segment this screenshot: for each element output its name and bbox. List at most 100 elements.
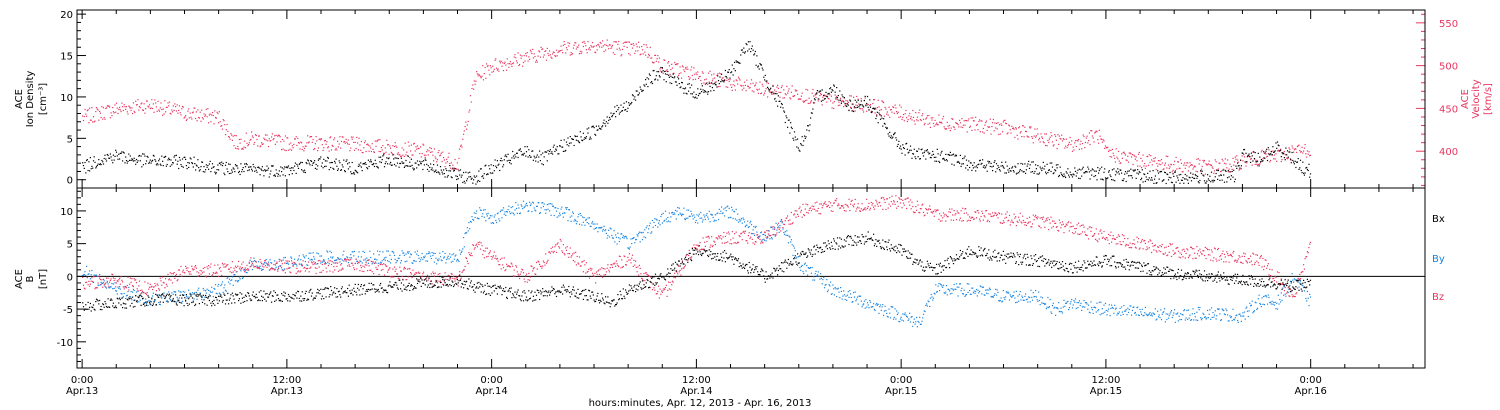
velocity-point-1321 <box>1096 131 1098 133</box>
density-point-1098 <box>925 158 927 160</box>
density-point-1555 <box>1276 147 1278 149</box>
density-point-611 <box>551 151 553 153</box>
velocity-point-980 <box>834 94 836 96</box>
by-point-1470 <box>1210 307 1213 309</box>
by-point-1572 <box>1289 284 1291 287</box>
by-point-753 <box>660 215 662 218</box>
velocity-point-587 <box>532 57 534 59</box>
velocity-point-1172 <box>982 131 984 133</box>
velocity-point-691 <box>612 52 614 54</box>
velocity-point-429 <box>411 154 413 156</box>
density-point-1080 <box>911 157 913 159</box>
velocity-point-1223 <box>1021 136 1023 138</box>
by-point-142 <box>191 293 193 295</box>
velocity-point-755 <box>661 67 663 70</box>
density-point-1243 <box>1036 173 1038 175</box>
by-point-976 <box>831 293 833 295</box>
density-point-605 <box>546 160 548 162</box>
velocity-point-51 <box>121 102 123 104</box>
velocity-point-797 <box>694 73 696 75</box>
density-point-294 <box>307 160 310 162</box>
density-point-249 <box>273 175 275 177</box>
by-point-479 <box>449 256 452 258</box>
density-point-1116 <box>939 161 941 164</box>
density-point-334 <box>338 160 340 162</box>
density-point-1236 <box>1031 161 1033 163</box>
density-point-916 <box>785 115 787 117</box>
velocity-axis-title-line1: ACE <box>1460 89 1471 109</box>
velocity-point-383 <box>376 140 378 142</box>
velocity-point-1527 <box>1254 163 1256 165</box>
by-point-993 <box>844 298 846 301</box>
density-point-1363 <box>1128 170 1130 172</box>
density-point-633 <box>568 145 570 147</box>
density-point-367 <box>363 163 366 165</box>
density-point-1511 <box>1242 152 1244 154</box>
by-point-1096 <box>923 310 925 312</box>
density-point-348 <box>349 166 351 168</box>
velocity-point-1290 <box>1072 146 1074 148</box>
velocity-point-966 <box>823 94 826 96</box>
velocity-point-284 <box>300 141 302 143</box>
by-point-440 <box>420 259 422 261</box>
velocity-point-598 <box>541 48 543 50</box>
velocity-point-1465 <box>1207 164 1209 166</box>
by-point-258 <box>280 265 282 267</box>
by-point-1073 <box>906 315 908 317</box>
velocity-point-353 <box>353 141 355 143</box>
density-point-704 <box>622 106 624 108</box>
density-point-889 <box>764 74 766 76</box>
velocity-point-196 <box>232 135 234 137</box>
density-point-517 <box>479 180 481 182</box>
bz-point-124 <box>177 279 179 281</box>
by-point-949 <box>810 272 812 274</box>
density-point-384 <box>377 166 379 168</box>
density-point-1043 <box>883 118 885 120</box>
by-point-1374 <box>1137 306 1139 308</box>
by-point-1243 <box>1036 299 1038 301</box>
velocity-point-745 <box>654 54 656 56</box>
density-point-16 <box>94 161 96 163</box>
density-point-540 <box>496 160 498 162</box>
by-point-1283 <box>1067 300 1069 302</box>
density-point-797 <box>694 97 696 99</box>
density-point-65 <box>132 159 134 161</box>
density-point-1178 <box>986 170 988 172</box>
density-point-1445 <box>1191 176 1193 178</box>
by-point-346 <box>347 262 349 264</box>
velocity-point-356 <box>355 147 357 150</box>
velocity-point-483 <box>453 168 455 170</box>
by-point-28 <box>103 280 105 282</box>
density-point-354 <box>353 173 356 175</box>
by-point-517 <box>479 207 481 209</box>
by-point-1418 <box>1170 310 1173 312</box>
velocity-point-711 <box>628 53 630 55</box>
velocity-point-1436 <box>1184 167 1186 169</box>
density-point-371 <box>367 168 369 170</box>
density-point-253 <box>276 172 278 174</box>
density-point-128 <box>180 164 182 166</box>
velocity-point-1557 <box>1277 149 1279 151</box>
density-point-76 <box>140 155 142 157</box>
velocity-point-969 <box>826 101 828 103</box>
by-point-626 <box>562 216 564 218</box>
by-point-98 <box>157 294 159 296</box>
bz-point-101 <box>159 277 161 279</box>
by-point-1491 <box>1227 314 1229 316</box>
by-point-1029 <box>872 306 874 308</box>
velocity-point-1373 <box>1136 160 1138 162</box>
by-point-623 <box>560 208 562 210</box>
density-point-147 <box>195 169 197 171</box>
velocity-point-1179 <box>987 126 989 128</box>
by-point-559 <box>511 212 513 214</box>
velocity-point-733 <box>645 54 647 56</box>
by-point-601 <box>543 203 545 205</box>
by-point-409 <box>396 260 398 262</box>
density-point-726 <box>639 86 641 88</box>
velocity-point-446 <box>424 156 426 158</box>
density-point-397 <box>387 163 389 165</box>
by-point-1056 <box>893 318 895 320</box>
by-point-373 <box>368 259 370 261</box>
density-point-36 <box>109 153 111 155</box>
velocity-point-241 <box>267 140 269 142</box>
